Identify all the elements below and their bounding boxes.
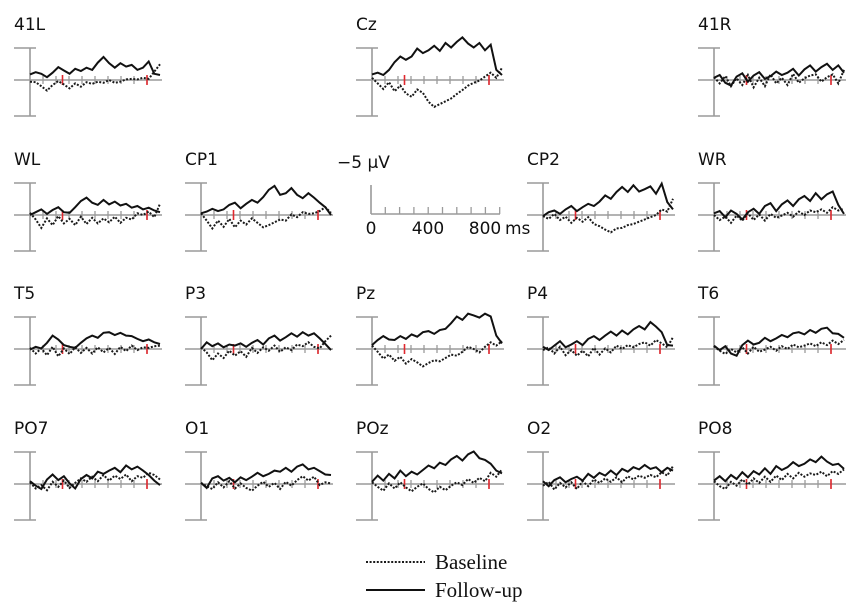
panel-41l: 41L [14,15,162,117]
channel-label: WR [698,150,727,170]
channel-label: 41L [14,15,46,35]
followup-trace [542,320,674,352]
scale-label-400: 400 [412,219,444,239]
baseline-trace [29,203,161,230]
followup-trace [713,62,845,87]
channel-label: O2 [527,419,551,439]
baseline-trace [371,468,503,494]
followup-trace [713,326,845,357]
panel-po7: PO7 [14,419,162,521]
baseline-trace [29,63,161,92]
followup-trace [371,312,503,346]
panel-41r: 41R [698,15,846,117]
channel-label: Cz [356,15,377,35]
channel-label: PO7 [14,419,48,439]
legend: Baseline Follow-up [366,550,523,602]
channel-panels: 41L Cz 41R WL CP1 CP2 WR T5 P3 Pz P4 T6 PO7 O1 POz O2 PO… [13,15,846,521]
followup-trace [371,450,503,483]
channel-label: T5 [13,284,35,304]
channel-label: CP2 [527,150,560,170]
channel-label: POz [356,419,389,439]
baseline-trace [200,205,332,231]
baseline-trace [713,205,845,225]
baseline-trace [200,474,332,492]
channel-label: 41R [698,15,732,35]
baseline-trace [713,339,845,356]
channel-label: T6 [697,284,719,304]
channel-label: P4 [527,284,548,304]
scale-unit-ms: ms [505,219,531,239]
panel-p3: P3 [185,284,333,386]
followup-trace [29,55,161,79]
baseline-trace [29,471,161,492]
channel-label: O1 [185,419,209,439]
panel-t6: T6 [697,284,846,386]
baseline-trace [542,336,674,358]
scale-amplitude-label: −5 μV [337,153,390,173]
panel-pz: Pz [356,284,504,386]
panel-o2: O2 [527,419,675,521]
followup-trace [371,36,503,77]
followup-trace [542,181,674,217]
channel-label: PO8 [698,419,732,439]
panel-cp2: CP2 [527,150,675,252]
followup-trace [200,463,332,490]
followup-trace [713,190,845,222]
baseline-trace [542,198,674,234]
panel-wr: WR [698,150,846,252]
panel-o1: O1 [185,419,333,521]
channel-label: CP1 [185,150,218,170]
panel-cz: Cz [356,15,504,117]
legend-baseline-label: Baseline [435,550,507,574]
panel-wl: WL [14,150,162,252]
baseline-trace [542,465,674,492]
followup-trace [713,455,845,483]
followup-trace [542,463,674,488]
baseline-trace [29,344,161,359]
followup-trace [29,331,161,351]
scale-ticks [384,207,501,214]
channel-label: P3 [185,284,206,304]
panel-cp1: CP1 [185,150,333,252]
scale-label-0: 0 [366,219,377,239]
channel-label: WL [14,150,41,170]
scale-bar: −5 μV 0 400 800 ms [337,153,531,239]
scale-label-800: 800 [469,219,501,239]
panel-poz: POz [356,419,504,521]
legend-followup-label: Follow-up [435,578,523,602]
followup-trace [200,330,332,351]
followup-trace [29,196,161,216]
panel-t5: T5 [13,284,162,386]
panel-p4: P4 [527,284,675,386]
baseline-trace [371,67,503,109]
channel-label: Pz [356,284,375,304]
followup-trace [200,184,332,216]
baseline-trace [371,340,503,368]
followup-trace [29,464,161,491]
baseline-trace [200,334,332,362]
panel-po8: PO8 [698,419,846,521]
